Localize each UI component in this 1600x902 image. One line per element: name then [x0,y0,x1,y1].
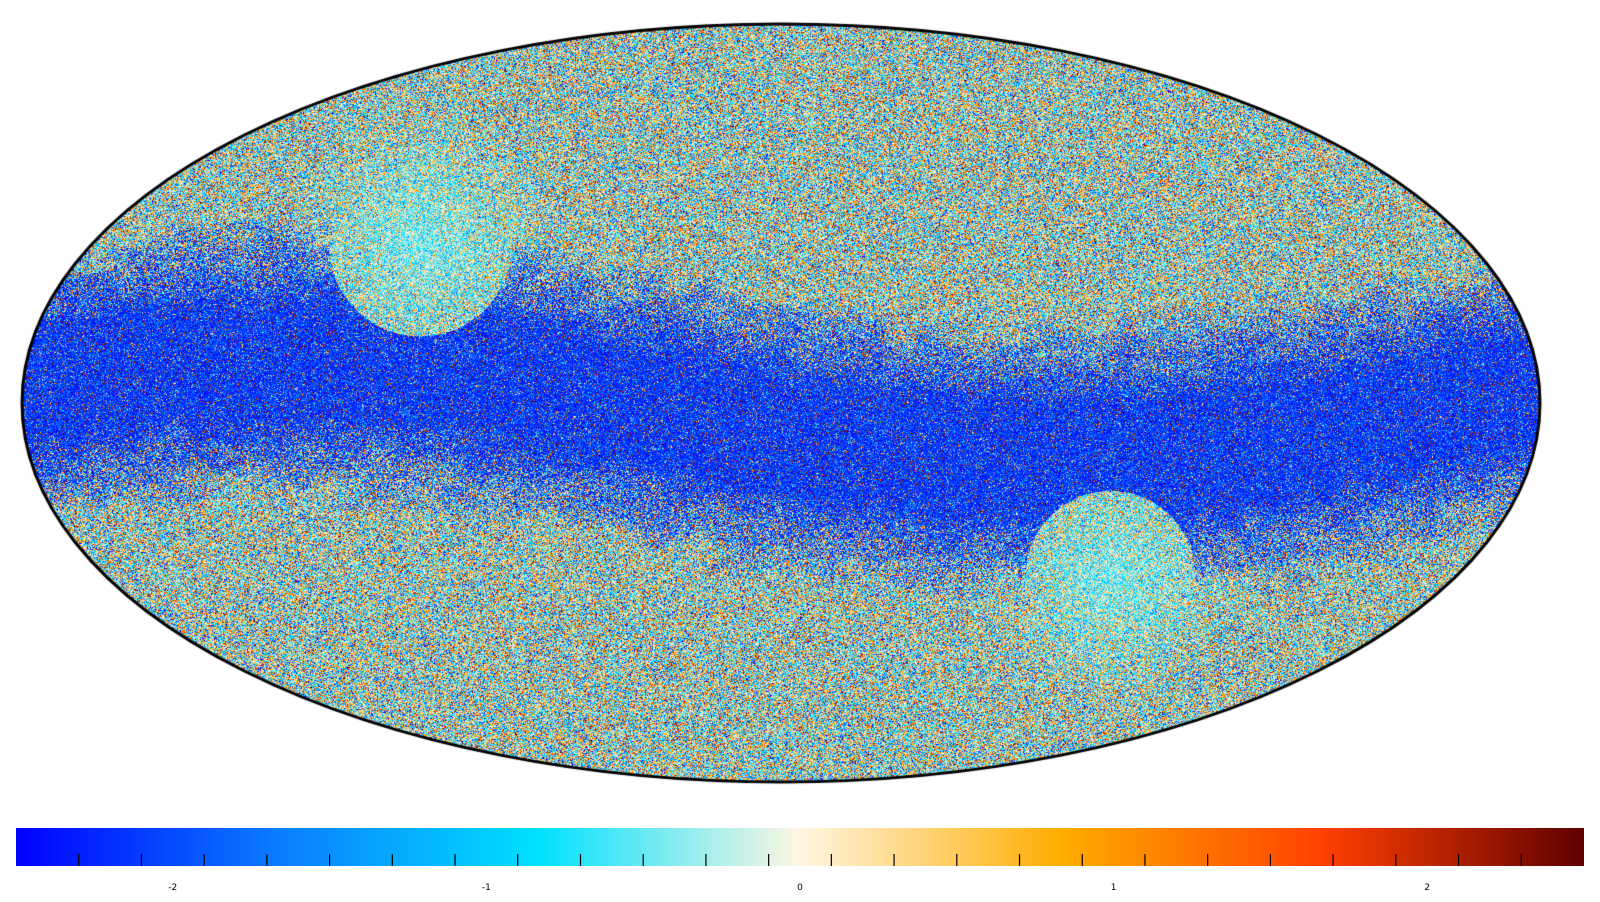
colorbar-tick-label: 2 [1424,883,1430,893]
colorbar-ticks [78,854,1522,866]
colorbar-tick-label: 1 [1111,883,1117,893]
colorbar-tick-label: -2 [168,883,177,893]
colorbar [16,828,1584,866]
colorbar-tick-labels: -2 -1 0 1 2 [168,883,1430,893]
colorbar-tick-label: -1 [482,883,491,893]
colorbar-tick-label: 0 [797,883,803,893]
